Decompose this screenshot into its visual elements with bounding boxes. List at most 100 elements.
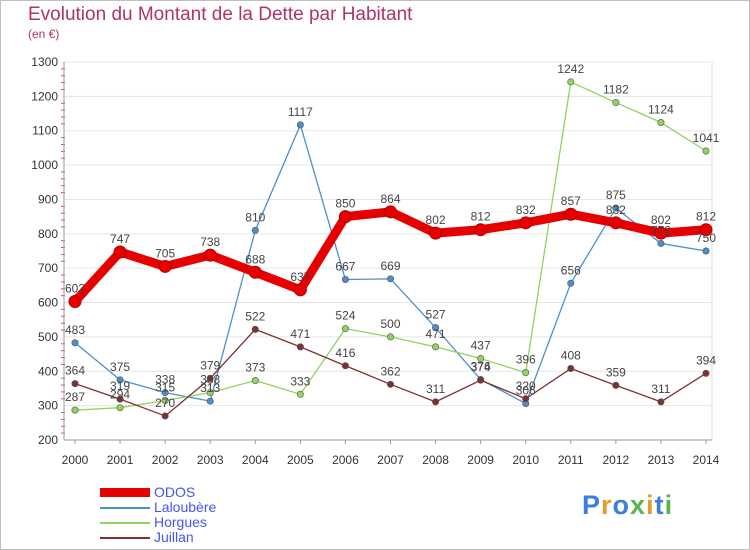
data-point [203, 248, 217, 262]
data-point [341, 325, 349, 333]
proxiti-logo: Proxiti [582, 490, 673, 521]
data-point [657, 239, 665, 247]
y-tick-label: 800 [38, 227, 58, 241]
legend-swatch [100, 488, 150, 497]
x-tick-label: 2008 [422, 453, 449, 467]
data-label: 375 [110, 360, 130, 374]
legend-label: Horgues [154, 514, 207, 530]
y-tick-label: 1100 [32, 124, 58, 138]
data-label: 306 [516, 384, 536, 398]
logo-letter: o [612, 490, 631, 520]
data-point [161, 412, 169, 420]
data-label: 832 [516, 203, 536, 217]
chart-legend: ODOS Laloubère Horgues Juillan [100, 485, 216, 545]
data-label: 850 [335, 197, 355, 211]
data-point [522, 395, 530, 403]
x-tick-label: 2000 [62, 453, 89, 467]
logo-letter: x [630, 490, 647, 520]
data-point [609, 216, 623, 230]
data-label: 408 [561, 349, 581, 363]
data-label: 359 [606, 365, 626, 379]
y-tick-label: 400 [38, 364, 58, 378]
data-point [206, 397, 214, 405]
legend-item: Laloubère [100, 500, 216, 515]
data-label: 667 [335, 260, 355, 274]
data-label: 471 [290, 327, 310, 341]
data-label: 669 [380, 259, 400, 273]
data-point [341, 276, 349, 284]
x-tick-label: 2011 [558, 453, 584, 467]
data-label: 812 [471, 210, 491, 224]
data-point [158, 259, 172, 273]
data-label: 315 [155, 380, 175, 394]
data-point [612, 204, 620, 212]
data-label: 603 [65, 282, 85, 296]
y-tick-label: 300 [38, 399, 58, 413]
data-label: 394 [696, 353, 716, 367]
data-point [161, 389, 169, 397]
data-point [429, 226, 443, 240]
data-label: 471 [426, 327, 446, 341]
data-label: 1124 [648, 102, 674, 116]
data-label: 812 [696, 210, 716, 224]
x-tick-label: 2005 [287, 453, 314, 467]
data-label: 333 [290, 374, 310, 388]
x-tick-label: 2012 [603, 453, 630, 467]
data-point [567, 78, 575, 86]
chart-subtitle: (en €) [28, 27, 60, 41]
data-label: 416 [335, 346, 355, 360]
data-point [71, 380, 79, 388]
data-label: 437 [471, 339, 491, 353]
x-tick-label: 2010 [512, 453, 539, 467]
data-point [522, 369, 530, 377]
legend-label: Juillan [154, 529, 194, 545]
data-point [68, 295, 82, 309]
data-point [341, 362, 349, 370]
data-label: 373 [245, 361, 265, 375]
data-point [702, 247, 710, 255]
y-tick-label: 1000 [31, 158, 58, 172]
data-point [432, 398, 440, 406]
data-point [654, 226, 668, 240]
data-point [116, 376, 124, 384]
data-label: 311 [426, 382, 445, 396]
logo-letter: t [654, 490, 665, 520]
data-label: 338 [155, 373, 175, 387]
data-point [386, 380, 394, 388]
data-point [338, 210, 352, 224]
data-point [477, 376, 485, 384]
x-tick-label: 2002 [152, 453, 179, 467]
data-point [116, 395, 124, 403]
data-point [432, 324, 440, 332]
data-point [113, 245, 127, 259]
chart-title: Evolution du Montant de la Dette par Hab… [28, 4, 413, 25]
data-point [248, 265, 262, 279]
x-tick-label: 2006 [332, 453, 359, 467]
data-label: 810 [245, 210, 265, 224]
legend-label: ODOS [154, 484, 196, 500]
y-tick-label: 600 [38, 296, 58, 310]
data-label: 857 [561, 194, 581, 208]
data-label: 1041 [693, 131, 720, 145]
y-tick-label: 200 [38, 433, 58, 447]
data-point [612, 381, 620, 389]
data-label: 864 [380, 192, 400, 206]
data-label: 1182 [603, 83, 629, 97]
legend-label: Laloubère [154, 499, 217, 515]
y-tick-label: 700 [38, 261, 58, 275]
data-label: 313 [200, 381, 220, 395]
logo-letter: i [664, 490, 674, 520]
data-label: 483 [65, 323, 85, 337]
data-point [206, 374, 214, 382]
data-label: 374 [471, 360, 491, 374]
data-label: 705 [155, 246, 175, 260]
x-tick-label: 2003 [197, 453, 224, 467]
data-label: 522 [245, 309, 265, 323]
data-point [386, 333, 394, 341]
logo-letter: P [582, 490, 602, 520]
logo-letter: i [646, 490, 655, 520]
data-point [116, 404, 124, 412]
data-point [564, 207, 578, 221]
data-point [657, 118, 665, 126]
